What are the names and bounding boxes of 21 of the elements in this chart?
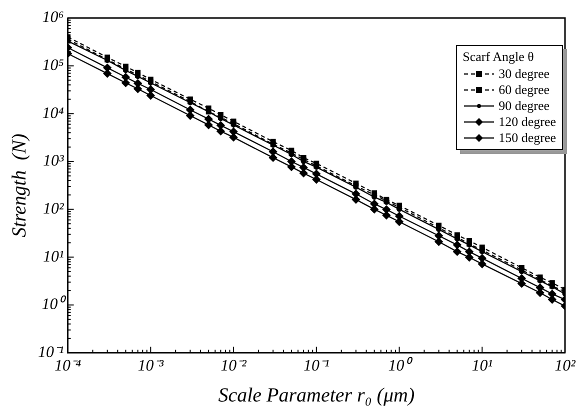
y-tick-label: 10⁶: [42, 9, 64, 26]
y-tick-label: 10⁴: [42, 104, 64, 122]
legend-label: 60 degree: [498, 82, 550, 98]
x-tick-label: 10¹: [472, 358, 493, 375]
y-tick-label: 10⁰: [42, 295, 67, 314]
x-tick-label: 10⁻³: [138, 358, 164, 375]
x-tick-label: 10⁻²: [220, 358, 248, 375]
y-tick-label: 10¹: [43, 248, 64, 266]
legend-label: 120 degree: [498, 114, 556, 130]
y-tick-label: 10³: [43, 152, 64, 170]
legend-label: 90 degree: [498, 98, 550, 114]
y-tick-label: 10²: [43, 200, 65, 218]
y-axis-title: Strength (N): [8, 133, 30, 238]
legend-label: 30 degree: [498, 66, 550, 82]
x-tick-label: 10⁻¹: [304, 358, 330, 375]
legend-label: 150 degree: [498, 130, 556, 146]
legend-title: Scarf Angle θ: [462, 49, 535, 65]
y-tick-label: 10⁵: [42, 57, 64, 74]
x-tick-label: 10⁰: [388, 356, 414, 375]
x-axis-title: Scale Parameter r₀ (μm): [218, 384, 415, 406]
x-tick-label: 10²: [554, 358, 577, 375]
